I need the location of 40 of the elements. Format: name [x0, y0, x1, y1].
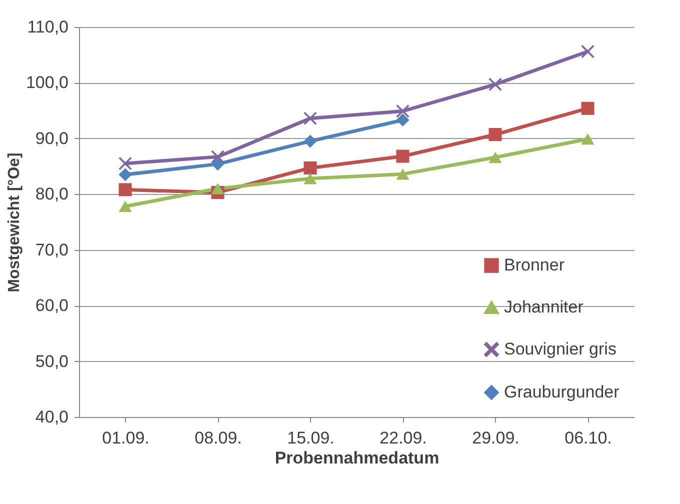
point: [488, 152, 502, 164]
point: [118, 168, 132, 182]
y-axis-title: Mostgewicht [°Oe]: [6, 152, 23, 292]
y-tick-label: 80,0: [35, 184, 68, 204]
y-tick-label: 40,0: [35, 408, 68, 426]
point: [211, 182, 224, 194]
point: [118, 183, 132, 196]
point: [581, 44, 594, 58]
legend-label: Bronner: [504, 256, 565, 274]
point: [396, 150, 410, 163]
point: [304, 172, 317, 184]
y-tick-label: 90,0: [35, 128, 68, 148]
x-tick-label: 29.09.: [472, 428, 520, 448]
point: [118, 156, 132, 170]
point: [581, 102, 594, 115]
point: [304, 161, 317, 174]
point: [488, 128, 502, 142]
x-tick-label: 06.10.: [564, 428, 612, 448]
point: [118, 200, 132, 212]
y-tick-label: 70,0: [35, 240, 68, 260]
point: [581, 133, 594, 145]
y-tick-label: 50,0: [35, 352, 68, 371]
y-tick-label: 110,0: [27, 18, 68, 36]
point: [304, 112, 317, 125]
point: [396, 114, 410, 127]
y-tick-label: 100,0: [26, 73, 68, 92]
point: [396, 168, 410, 180]
x-tick-label: 01.09.: [102, 428, 150, 448]
legend-label: Souvignier gris: [504, 340, 616, 358]
point: [304, 134, 317, 148]
legend-label: Grauburgunder: [504, 382, 620, 402]
x-tick-label: 22.09.: [380, 428, 427, 448]
legend-label: Johanniter: [504, 298, 584, 316]
x-tick-label: 08.09.: [194, 428, 242, 448]
x-axis-title: Probennahmedatum: [274, 448, 440, 468]
point: [488, 78, 502, 91]
point: [211, 158, 224, 171]
x-tick-label: 15.09.: [287, 428, 334, 448]
y-tick-label: 60,0: [35, 296, 68, 316]
point: [396, 104, 410, 118]
